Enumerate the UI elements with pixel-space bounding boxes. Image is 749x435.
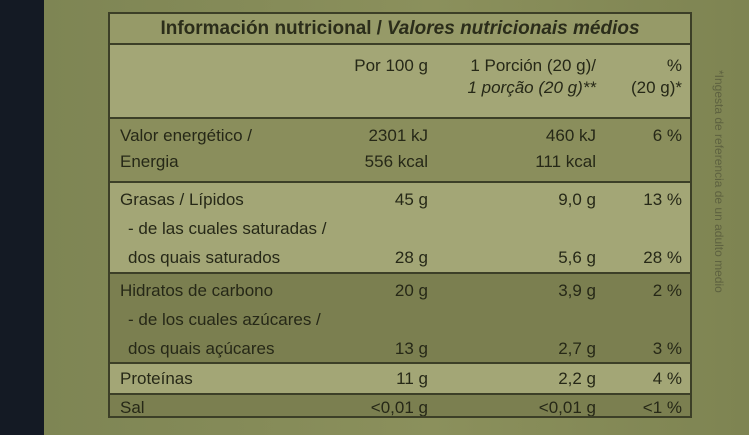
carbohydrate-portion-sugars: 2,7 g	[558, 339, 596, 358]
reference-intake-footnote: *Ingesta de referencia de un adulto medi…	[712, 70, 726, 293]
header-portion-pt: 1 porção (20 g)**	[467, 78, 596, 97]
carbohydrate-portion-total: 3,9 g	[558, 281, 596, 300]
header-percent-symbol: %	[666, 56, 682, 75]
fat-label: Grasas / Lípidos - de las cuales saturad…	[120, 185, 326, 272]
carbohydrate-percent: 2 % 3 %	[653, 276, 682, 363]
protein-portion: 2,2 g	[558, 369, 596, 388]
header-row: Por 100 g 1 Porción (20 g)/ 1 porção (20…	[110, 45, 690, 117]
carbohydrate-percent-sugars: 3 %	[652, 339, 682, 358]
energy-row: Valor energético / Energia 2301 kJ 556 k…	[110, 117, 690, 181]
energy-percent: 6 %	[652, 126, 682, 145]
salt-row: Sal <0,01 g <0,01 g <1 %	[110, 393, 690, 417]
nutrition-label: Información nutricional / Valores nutric…	[108, 12, 692, 418]
protein-per-100g: 11 g	[396, 369, 428, 388]
label-title: Información nutricional / Valores nutric…	[110, 14, 690, 45]
protein-percent: 4 %	[652, 369, 682, 388]
energy-portion: 460 kJ 111 kcal	[535, 121, 596, 173]
fat-label-saturated-pt: dos quais saturados	[128, 248, 281, 267]
energy-portion-kj: 460 kJ	[545, 126, 596, 145]
header-percent-portion: (20 g)*	[630, 78, 682, 97]
salt-portion: <0,01 g	[538, 398, 596, 417]
carbohydrate-per-100g-sugars: 13 g	[394, 339, 428, 358]
carbohydrate-label-sugars-pt: dos quais açúcares	[128, 339, 275, 358]
header-portion: 1 Porción (20 g)/ 1 porção (20 g)**	[467, 51, 596, 102]
carbohydrate-per-100g-total: 20 g	[394, 281, 428, 300]
energy-label-es: Valor energético /	[120, 126, 252, 145]
fat-label-main: Grasas / Lípidos	[120, 190, 244, 209]
protein-label: Proteínas	[120, 369, 193, 388]
title-spanish: Información nutricional	[160, 17, 372, 39]
fat-label-saturated-es: - de las cuales saturadas /	[128, 219, 327, 238]
title-portuguese: Valores nutricionais médios	[386, 17, 640, 39]
energy-portion-kcal: 111 kcal	[535, 152, 596, 171]
carbohydrate-label-main: Hidratos de carbono	[120, 281, 274, 300]
carbohydrate-row: Hidratos de carbono - de los cuales azúc…	[110, 272, 690, 362]
carbohydrate-per-100g: 20 g 13 g	[395, 276, 428, 363]
fat-per-100g-saturated: 28 g	[394, 248, 428, 267]
fat-portion-total: 9,0 g	[558, 190, 596, 209]
energy-label: Valor energético / Energia	[120, 121, 252, 173]
title-separator: /	[376, 17, 382, 39]
fat-percent-saturated: 28 %	[643, 248, 682, 267]
header-per-100g: Por 100 g	[354, 56, 428, 75]
fat-per-100g: 45 g 28 g	[395, 185, 428, 272]
fat-percent-total: 13 %	[643, 190, 682, 209]
salt-percent: <1 %	[642, 398, 682, 417]
carbohydrate-label-sugars-es: - de los cuales azúcares /	[128, 310, 321, 329]
energy-label-pt: Energia	[120, 152, 179, 171]
energy-per-100g-kj: 2301 kJ	[368, 126, 428, 145]
energy-per-100g-kcal: 556 kcal	[364, 152, 428, 171]
protein-row: Proteínas 11 g 2,2 g 4 %	[110, 362, 690, 393]
fat-per-100g-total: 45 g	[394, 190, 428, 209]
fat-portion: 9,0 g 5,6 g	[558, 185, 596, 272]
fat-portion-saturated: 5,6 g	[558, 248, 596, 267]
carbohydrate-portion: 3,9 g 2,7 g	[558, 276, 596, 363]
carbohydrate-percent-total: 2 %	[652, 281, 682, 300]
salt-per-100g: <0,01 g	[370, 398, 428, 417]
energy-per-100g: 2301 kJ 556 kcal	[365, 121, 428, 173]
header-portion-es: 1 Porción (20 g)/	[470, 56, 596, 75]
carbohydrate-label: Hidratos de carbono - de los cuales azúc…	[120, 276, 321, 363]
salt-label: Sal	[120, 398, 145, 417]
fat-row: Grasas / Lípidos - de las cuales saturad…	[110, 181, 690, 272]
fat-percent: 13 % 28 %	[643, 185, 682, 272]
header-percent: % (20 g)*	[631, 51, 682, 102]
